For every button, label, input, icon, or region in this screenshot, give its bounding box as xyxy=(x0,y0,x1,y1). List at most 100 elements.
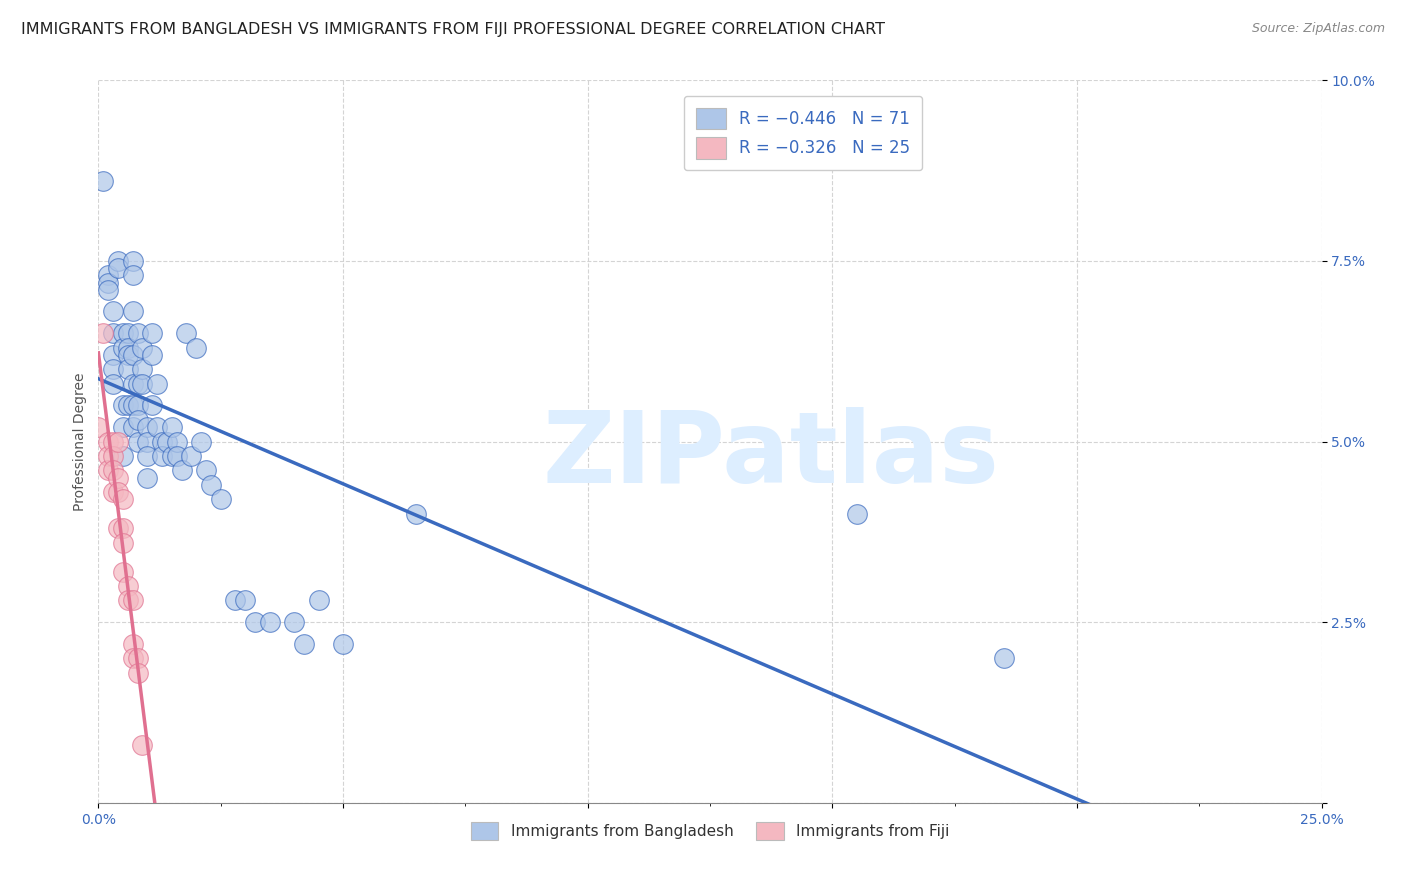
Point xyxy=(107,485,129,500)
Point xyxy=(121,254,143,268)
Text: Source: ZipAtlas.com: Source: ZipAtlas.com xyxy=(1251,22,1385,36)
Point xyxy=(107,434,129,449)
Point xyxy=(107,521,129,535)
Point xyxy=(127,434,149,449)
Point xyxy=(127,398,149,412)
Point xyxy=(107,261,129,276)
Point xyxy=(170,463,193,477)
Point xyxy=(97,434,120,449)
Point xyxy=(121,593,143,607)
Point xyxy=(117,348,139,362)
Point xyxy=(243,615,266,630)
Point xyxy=(117,362,139,376)
Point xyxy=(121,637,143,651)
Point xyxy=(332,637,354,651)
Point xyxy=(101,304,124,318)
Point xyxy=(136,434,159,449)
Point xyxy=(117,341,139,355)
Point xyxy=(101,449,124,463)
Point xyxy=(121,304,143,318)
Point xyxy=(111,492,134,507)
Point xyxy=(97,276,120,290)
Point xyxy=(117,593,139,607)
Point xyxy=(176,326,198,340)
Point xyxy=(121,348,143,362)
Point xyxy=(308,593,330,607)
Point xyxy=(107,471,129,485)
Point xyxy=(111,565,134,579)
Point xyxy=(91,174,114,188)
Point xyxy=(101,362,124,376)
Point xyxy=(283,615,305,630)
Point xyxy=(111,326,134,340)
Point xyxy=(111,341,134,355)
Point xyxy=(101,326,124,340)
Point xyxy=(97,283,120,297)
Point xyxy=(97,268,120,283)
Point xyxy=(101,485,124,500)
Y-axis label: Professional Degree: Professional Degree xyxy=(73,372,87,511)
Point xyxy=(111,535,134,549)
Point xyxy=(146,376,169,391)
Point xyxy=(107,254,129,268)
Point xyxy=(111,398,134,412)
Point xyxy=(127,665,149,680)
Point xyxy=(190,434,212,449)
Point xyxy=(146,420,169,434)
Point xyxy=(127,651,149,665)
Point xyxy=(121,420,143,434)
Point xyxy=(97,449,120,463)
Point xyxy=(127,326,149,340)
Point xyxy=(150,449,173,463)
Point xyxy=(111,449,134,463)
Point xyxy=(136,449,159,463)
Point xyxy=(101,348,124,362)
Point xyxy=(141,348,163,362)
Point xyxy=(195,463,218,477)
Point xyxy=(259,615,281,630)
Point xyxy=(101,376,124,391)
Point xyxy=(292,637,315,651)
Point xyxy=(111,420,134,434)
Point xyxy=(121,268,143,283)
Point xyxy=(111,521,134,535)
Point xyxy=(131,376,153,391)
Point xyxy=(117,398,139,412)
Point xyxy=(136,471,159,485)
Point xyxy=(121,651,143,665)
Point xyxy=(156,434,179,449)
Text: IMMIGRANTS FROM BANGLADESH VS IMMIGRANTS FROM FIJI PROFESSIONAL DEGREE CORRELATI: IMMIGRANTS FROM BANGLADESH VS IMMIGRANTS… xyxy=(21,22,886,37)
Point xyxy=(200,478,222,492)
Text: ZIPatlas: ZIPatlas xyxy=(543,408,1000,505)
Point xyxy=(233,593,256,607)
Point xyxy=(186,341,208,355)
Point xyxy=(160,420,183,434)
Point xyxy=(166,434,188,449)
Point xyxy=(141,398,163,412)
Point xyxy=(101,463,124,477)
Point xyxy=(993,651,1015,665)
Point xyxy=(91,326,114,340)
Point xyxy=(121,398,143,412)
Point xyxy=(121,376,143,391)
Point xyxy=(127,413,149,427)
Point xyxy=(101,434,124,449)
Point xyxy=(180,449,202,463)
Point xyxy=(150,434,173,449)
Point xyxy=(845,507,868,521)
Point xyxy=(127,376,149,391)
Point xyxy=(141,326,163,340)
Point xyxy=(160,449,183,463)
Point xyxy=(87,420,110,434)
Point xyxy=(117,579,139,593)
Point xyxy=(224,593,246,607)
Legend: Immigrants from Bangladesh, Immigrants from Fiji: Immigrants from Bangladesh, Immigrants f… xyxy=(464,816,956,846)
Point xyxy=(131,738,153,752)
Point xyxy=(209,492,232,507)
Point xyxy=(117,326,139,340)
Point xyxy=(97,463,120,477)
Point xyxy=(136,420,159,434)
Point xyxy=(131,341,153,355)
Point xyxy=(166,449,188,463)
Point xyxy=(405,507,427,521)
